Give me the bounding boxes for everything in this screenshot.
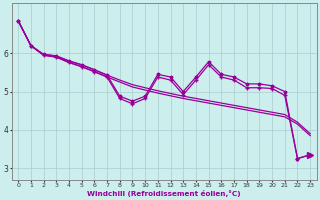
X-axis label: Windchill (Refroidissement éolien,°C): Windchill (Refroidissement éolien,°C) xyxy=(87,190,241,197)
